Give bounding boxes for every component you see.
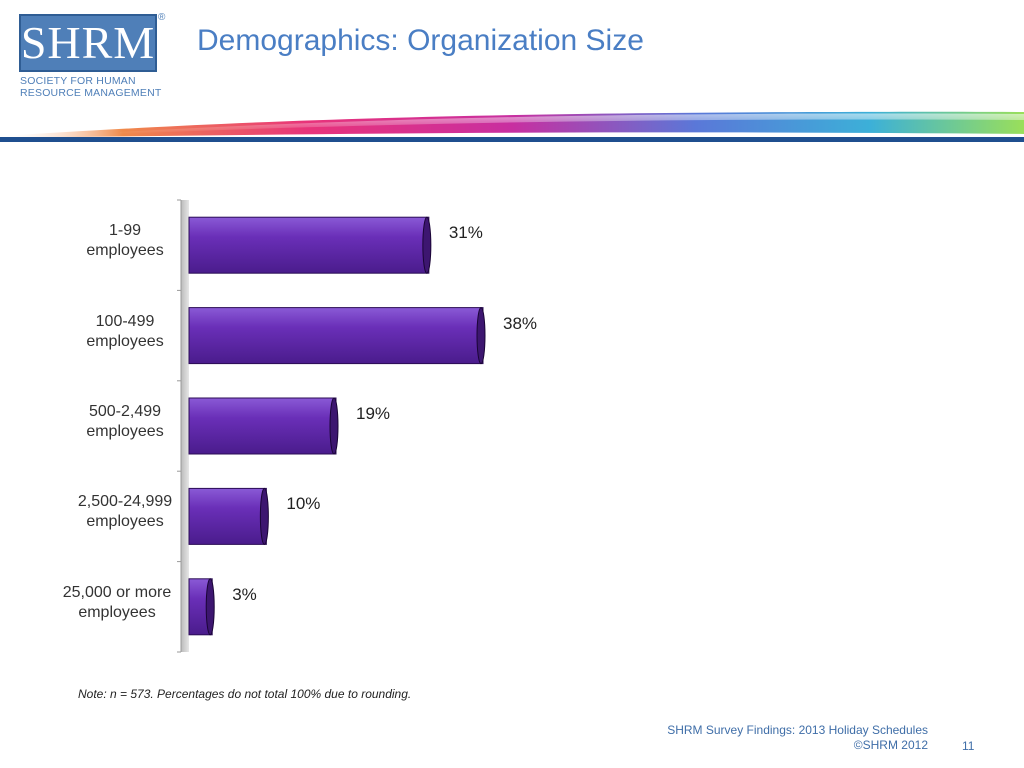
value-label: 31%	[448, 223, 483, 243]
category-label-line: employees	[86, 242, 164, 260]
category-label-line: 500-2,499	[88, 403, 162, 420]
bar-end-cap	[329, 397, 339, 455]
bar-end-cap	[205, 578, 215, 636]
category-label: 2,500-24,999 employees	[40, 492, 210, 532]
category-label-line: 2,500-24,999	[77, 493, 173, 511]
value-label: 3%	[232, 584, 257, 604]
decorative-band	[0, 111, 1024, 142]
band-shine	[120, 113, 1024, 134]
chart-note: Note: n = 573. Percentages do not total …	[78, 687, 412, 701]
logo-subtitle: SOCIETY FOR HUMAN RESOURCE MANAGEMENT	[20, 75, 165, 99]
category-label-line: employees	[86, 332, 164, 350]
logo-subtitle-line2: RESOURCE MANAGEMENT	[20, 87, 162, 99]
category-label-line: employees	[86, 513, 164, 531]
bar-2	[188, 307, 484, 365]
bar-3	[188, 397, 337, 455]
bar-end-cap	[476, 307, 486, 365]
slide-title: Demographics: Organization Size	[197, 24, 644, 57]
bar-1	[188, 216, 430, 274]
category-label: 100-499 employees	[40, 312, 210, 352]
category-label-line: employees	[86, 423, 164, 440]
shrm-logo: SHRM ® SOCIETY FOR HUMAN RESOURCE MANAGE…	[19, 12, 166, 104]
bar-4	[188, 487, 267, 545]
footer-copyright: ©SHRM 2012	[853, 738, 928, 752]
category-label: 25,000 or more employees	[32, 583, 202, 623]
value-label: 19%	[356, 404, 391, 423]
logo-box: SHRM	[19, 14, 157, 72]
registered-mark: ®	[158, 12, 166, 23]
category-label-line: employees	[78, 603, 156, 621]
org-size-chart: 1-99 employees 31% 100-499 employees 38% 500-2…	[0, 190, 1024, 670]
bar-end-cap	[422, 216, 432, 274]
value-label: 10%	[286, 494, 321, 514]
category-label-line: 25,000 or more	[62, 583, 172, 601]
chart-plot	[177, 199, 486, 653]
logo-subtitle-line1: SOCIETY FOR HUMAN	[20, 75, 136, 87]
axis-wall	[181, 200, 189, 652]
category-label: 1-99 employees	[40, 221, 210, 261]
footer: SHRM Survey Findings: 2013 Holiday Sched…	[667, 723, 928, 753]
category-label-line: 1-99	[108, 222, 142, 240]
category-label: 500-2,499 employees	[40, 402, 210, 442]
page-number: 11	[962, 739, 975, 753]
value-label: 38%	[503, 313, 538, 333]
footer-survey-title: SHRM Survey Findings: 2013 Holiday Sched…	[667, 723, 928, 737]
category-label-line: 100-499	[95, 312, 155, 330]
logo-letters: SHRM	[20, 17, 156, 68]
bar-end-cap	[259, 487, 269, 545]
band-baseline	[0, 137, 1024, 142]
